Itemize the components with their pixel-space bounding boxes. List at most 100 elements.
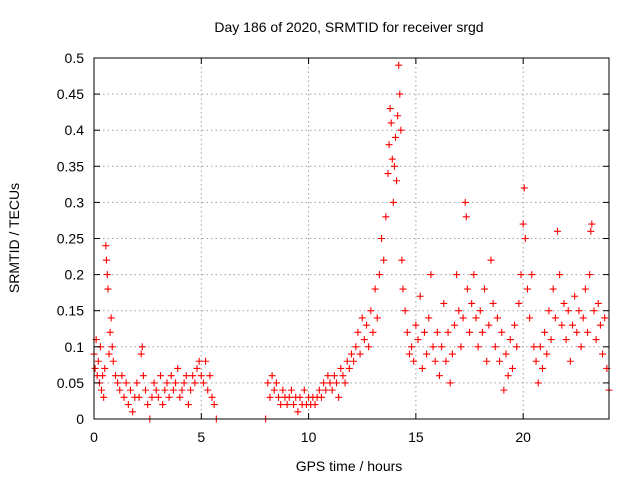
data-point (393, 177, 401, 185)
data-point (369, 328, 377, 336)
data-point (564, 307, 572, 315)
data-point (571, 292, 579, 300)
data-point (526, 314, 534, 322)
data-point (107, 314, 115, 322)
y-tick-label: 0.25 (57, 231, 84, 247)
data-point (584, 328, 592, 336)
x-tick-label: 5 (197, 429, 205, 445)
data-point (208, 393, 216, 401)
data-point (448, 350, 456, 358)
data-point (429, 343, 437, 351)
data-point (523, 285, 531, 293)
data-point (504, 372, 512, 380)
data-point (285, 393, 293, 401)
data-point (466, 328, 474, 336)
data-point (330, 372, 338, 380)
data-point (412, 321, 420, 329)
data-point (541, 328, 549, 336)
data-point (118, 372, 126, 380)
data-point (385, 141, 393, 149)
data-point (391, 133, 399, 141)
data-point (178, 386, 186, 394)
data-point (94, 357, 102, 365)
data-point (184, 401, 192, 409)
data-point (481, 285, 489, 293)
grid-lines (94, 58, 609, 419)
data-point (418, 364, 426, 372)
data-point (487, 256, 495, 264)
data-points (90, 61, 613, 423)
data-point (360, 336, 368, 344)
data-point (348, 350, 355, 358)
data-point (403, 328, 411, 336)
data-point (365, 343, 373, 351)
data-point (133, 379, 141, 387)
data-point (150, 379, 158, 387)
data-point (138, 343, 146, 351)
data-point (483, 357, 491, 365)
data-point (398, 256, 406, 264)
data-point (105, 350, 113, 358)
data-point (324, 372, 332, 380)
data-point (506, 336, 514, 344)
data-point (515, 299, 523, 307)
data-point (356, 350, 364, 358)
data-point (423, 350, 431, 358)
data-point (408, 343, 416, 351)
x-axis-label: GPS time / hours (296, 458, 403, 474)
data-point (189, 372, 197, 380)
data-point (536, 343, 544, 351)
data-point (435, 372, 443, 380)
data-point (551, 314, 559, 322)
data-point (142, 386, 149, 394)
data-point (354, 328, 362, 336)
data-point (489, 299, 497, 307)
data-point (315, 386, 323, 394)
data-point (169, 386, 177, 394)
y-tick-label: 0.45 (57, 86, 84, 102)
data-point (394, 112, 402, 120)
data-point (387, 119, 395, 127)
data-point (579, 314, 587, 322)
data-point (382, 213, 390, 221)
data-point (320, 379, 328, 387)
data-point (500, 386, 508, 394)
data-point (373, 314, 381, 322)
data-point (154, 393, 162, 401)
data-point (446, 379, 454, 387)
data-point (405, 350, 413, 358)
data-point (358, 314, 366, 322)
y-tick-label: 0.15 (57, 303, 84, 319)
data-point (106, 328, 114, 336)
data-point (268, 372, 276, 380)
data-point (453, 271, 461, 279)
data-point (326, 379, 334, 387)
data-point (474, 343, 482, 351)
data-point (433, 328, 441, 336)
data-point (122, 379, 130, 387)
y-tick-label: 0.35 (57, 158, 84, 174)
data-point (601, 314, 609, 322)
data-point (513, 343, 521, 351)
data-point (427, 271, 435, 279)
data-point (180, 379, 188, 387)
data-point (538, 364, 546, 372)
data-point (519, 220, 527, 228)
data-point (468, 299, 476, 307)
data-point (193, 364, 201, 372)
data-point (528, 271, 536, 279)
data-point (545, 307, 553, 315)
data-point (543, 350, 551, 358)
data-point (586, 271, 594, 279)
data-point (111, 372, 119, 380)
data-point (116, 386, 124, 394)
data-point (182, 372, 190, 380)
data-point (163, 379, 171, 387)
data-point (442, 357, 450, 365)
data-point (590, 307, 598, 315)
data-point (139, 372, 147, 380)
data-point (498, 328, 506, 336)
data-point (126, 386, 134, 394)
x-tick-label: 15 (408, 429, 424, 445)
data-point (401, 307, 409, 315)
